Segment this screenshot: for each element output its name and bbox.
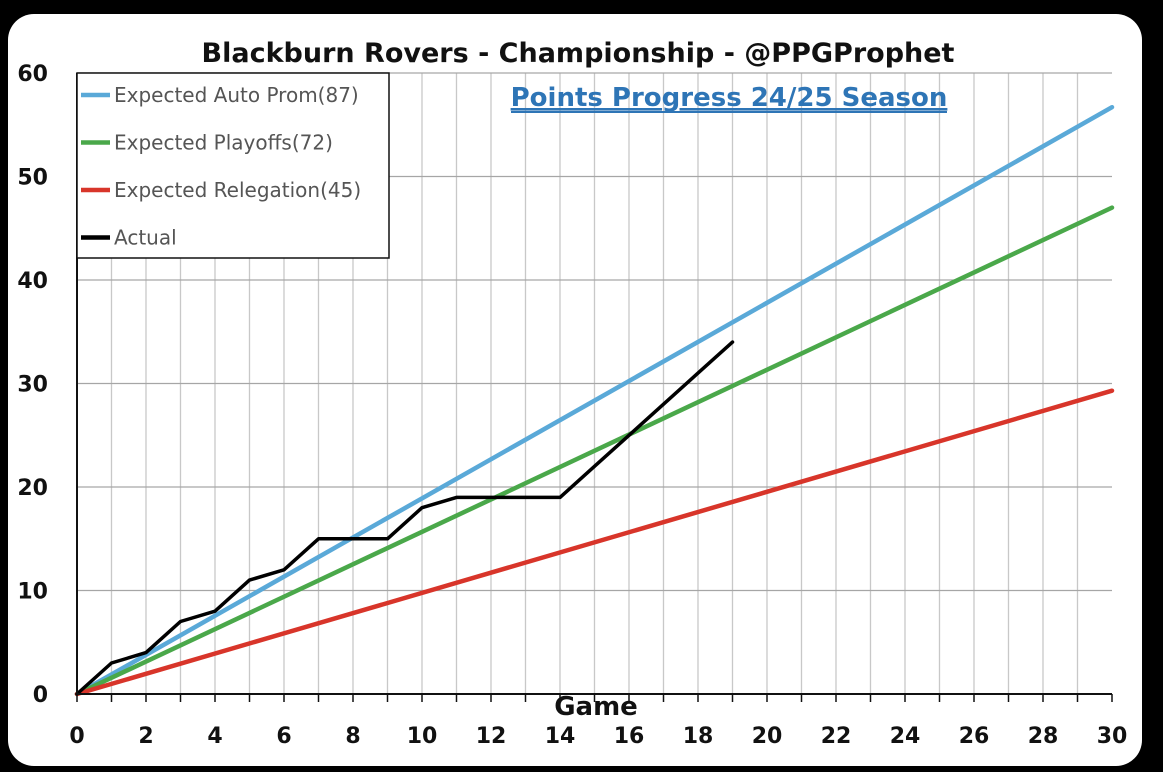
chart-frame: 0 2 4 6 8 10 12 14 16 18 20 22 24 26 28 30 0 10 20 30 40 50 60… [8,14,1142,766]
series-line [74,388,1115,697]
x-tick-label: 10 [407,724,438,749]
legend-label: Expected Playoffs(72) [114,131,333,155]
y-tick-label: 0 [33,683,48,708]
x-tick-label: 18 [683,724,714,749]
x-tick-label: 20 [752,724,783,749]
x-tick-label: 16 [614,724,645,749]
x-tick-label: 28 [1028,724,1059,749]
x-tick-label: 2 [138,724,153,749]
legend-label: Expected Relegation(45) [114,178,361,202]
y-tick-label: 60 [17,62,48,87]
x-tick-label: 8 [345,724,360,749]
x-tick-label: 0 [69,724,84,749]
x-tick-label: 26 [959,724,990,749]
chart-subtitle: Points Progress 24/25 Season [511,83,948,113]
legend-label: Expected Auto Prom(87) [114,83,359,107]
x-tick-label: 22 [821,724,852,749]
legend-label: Actual [114,226,177,250]
x-tick-label: 30 [1097,724,1128,749]
series-line [74,104,1115,697]
x-tick-label: 14 [545,724,576,749]
series-line [74,205,1115,697]
y-tick-label: 20 [17,476,48,501]
y-tick-label: 30 [17,373,48,398]
line-chart: 0 2 4 6 8 10 12 14 16 18 20 22 24 26 28 300102030405060… [17,38,1127,749]
legend-box [76,72,390,259]
y-tick-label: 10 [17,580,48,605]
x-axis-label: Game [554,692,638,722]
x-tick-label: 4 [207,724,222,749]
y-tick-label: 40 [17,269,48,294]
y-tick-label: 50 [17,166,48,191]
legend: Expected Auto Prom(87) Expected Playoffs(… [76,72,390,259]
x-tick-label: 6 [276,724,291,749]
x-tick-label: 12 [476,724,507,749]
chart-title: Blackburn Rovers - Championship - @PPGPr… [202,38,955,69]
series-line [75,340,735,696]
x-tick-label: 24 [890,724,921,749]
series-lines [74,104,1115,697]
